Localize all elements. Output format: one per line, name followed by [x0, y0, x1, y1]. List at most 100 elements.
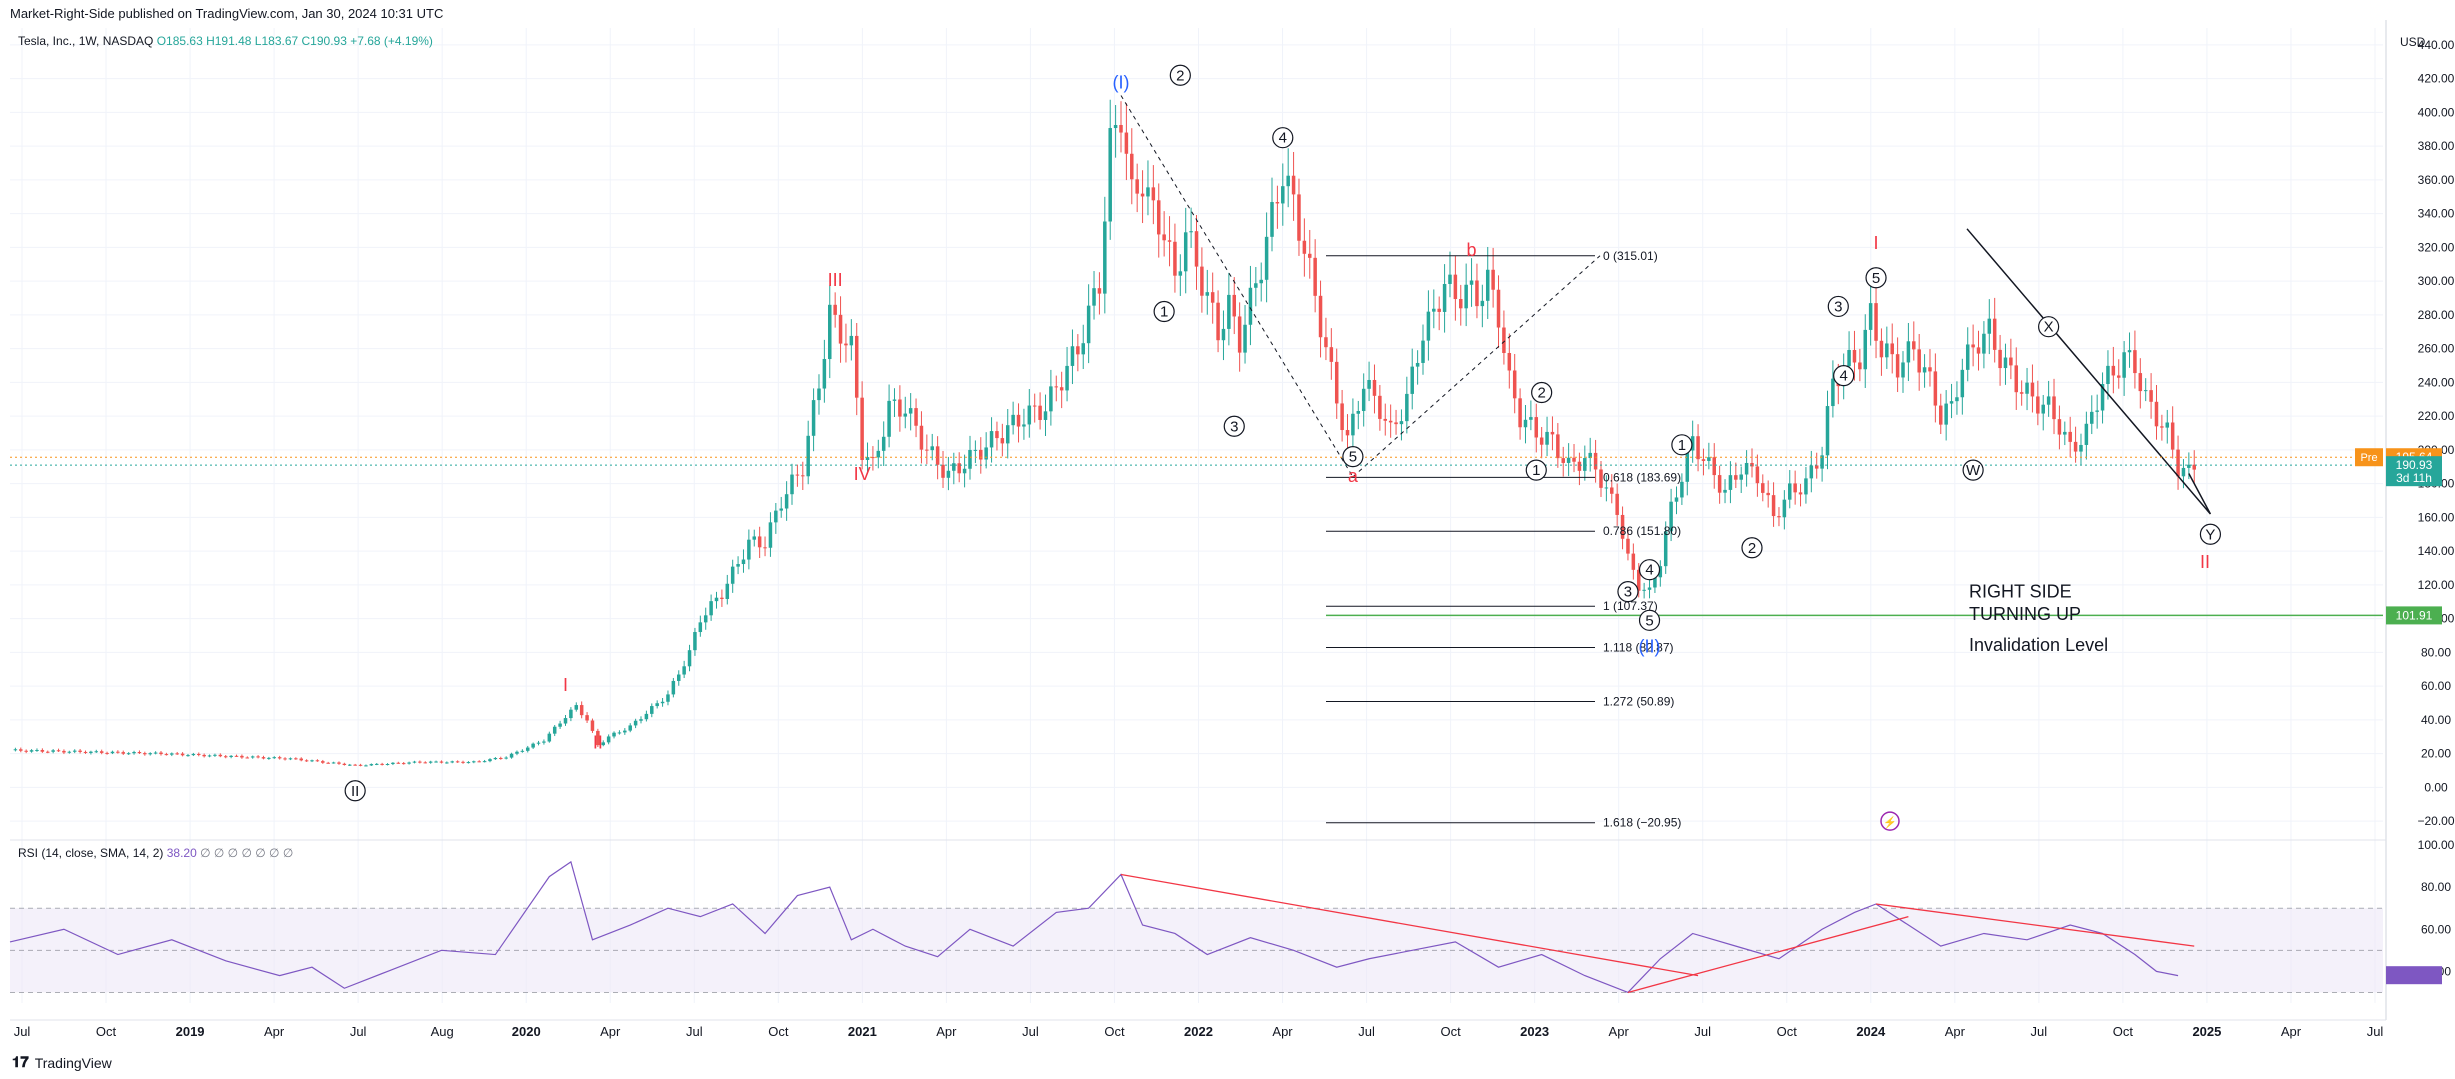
candle-body	[170, 753, 174, 755]
time-tick-label: 2020	[512, 1024, 541, 1039]
candle-body	[1928, 367, 1932, 372]
candle-body	[1016, 414, 1021, 427]
candle-body	[1281, 186, 1285, 204]
candle-body	[439, 761, 444, 763]
candle-body	[1464, 284, 1468, 309]
time-tick-label: 2021	[848, 1024, 877, 1039]
candle-body	[250, 756, 255, 758]
price-badge-tag-label: Pre	[2360, 452, 2377, 464]
candle-body	[1081, 343, 1085, 355]
candle-body	[558, 723, 562, 727]
candle-body	[321, 761, 325, 763]
candle-body	[1982, 333, 1986, 354]
candle-body	[1194, 231, 1199, 267]
candle-body	[1879, 340, 1884, 358]
time-tick-label: Apr	[264, 1024, 285, 1039]
candle-body	[1820, 455, 1824, 469]
candle-body	[62, 750, 66, 753]
candle-body	[24, 750, 28, 752]
candle-body	[2111, 365, 2116, 376]
candle-body	[644, 713, 649, 720]
candle-body	[779, 508, 783, 511]
candle-body	[1885, 343, 1889, 358]
candle-body	[1755, 466, 1760, 484]
candle-body	[240, 755, 244, 758]
time-tick-label: Apr	[1945, 1024, 1966, 1039]
candle-body	[299, 758, 303, 761]
candle-body	[1744, 462, 1749, 475]
candle-body	[1227, 294, 1231, 329]
candle-body	[1545, 431, 1549, 445]
wave-label: 4	[1645, 562, 1653, 579]
candle-body	[596, 730, 600, 746]
time-tick-label: Apr	[600, 1024, 621, 1039]
candle-body	[2063, 431, 2067, 435]
candle-body	[261, 757, 266, 759]
candle-body	[1658, 566, 1663, 578]
candle-body	[2100, 384, 2105, 411]
candle-body	[876, 450, 881, 458]
candle-body	[1901, 362, 1905, 378]
candle-body	[811, 400, 816, 436]
candle-body	[1086, 305, 1091, 344]
candle-body	[1049, 386, 1053, 412]
candle-body	[995, 431, 999, 439]
time-tick-label: Oct	[1777, 1024, 1798, 1039]
candle-body	[1917, 349, 1921, 373]
candle-body	[1216, 302, 1220, 341]
candle-body	[1868, 303, 1873, 330]
time-tick-label: Jul	[1694, 1024, 1711, 1039]
candle-body	[1604, 487, 1609, 489]
wave-label: 4	[1840, 368, 1848, 385]
price-badge-value: 190.93	[2396, 458, 2433, 472]
candle-body	[1076, 346, 1080, 355]
candle-body	[617, 732, 622, 734]
candle-body	[763, 547, 767, 549]
candle-body	[1847, 349, 1851, 367]
candle-body	[1539, 437, 1544, 445]
candle-body	[1459, 299, 1463, 309]
candle-body	[2046, 396, 2051, 405]
price-badge	[2386, 456, 2442, 487]
candle-body	[2170, 422, 2175, 450]
candle-body	[493, 757, 498, 760]
wave-label-circle	[1525, 459, 1547, 481]
candle-body	[1761, 483, 1765, 493]
price-badge-tag	[2355, 448, 2383, 467]
wave-label-circle	[2038, 316, 2060, 338]
candle-body	[671, 680, 676, 695]
candle-body	[660, 701, 665, 704]
candle-body	[1599, 469, 1603, 488]
candle-body	[1361, 388, 1366, 412]
price-tick-label: 320.00	[2418, 240, 2455, 254]
wave-label: 2	[1748, 540, 1756, 557]
candle-body	[1512, 370, 1517, 399]
candle-body	[1173, 241, 1177, 276]
candle-body	[326, 762, 330, 764]
annotation-turning-up: TURNING UP	[1969, 604, 2081, 624]
rsi-divergence-line	[1875, 903, 2195, 947]
candle-body	[2176, 449, 2180, 477]
candle-body	[1189, 231, 1193, 233]
candle-body	[1777, 516, 1781, 518]
candle-body	[720, 597, 724, 599]
candle-body	[1496, 289, 1501, 328]
candle-body	[2106, 365, 2110, 385]
candle-body	[1696, 436, 1700, 460]
candle-body	[757, 536, 762, 548]
candle-body	[822, 359, 827, 389]
wave-label-circle	[1272, 127, 1294, 149]
candle-body	[1798, 492, 1803, 495]
candle-body	[1804, 478, 1808, 495]
event-flash-icon	[1880, 811, 1900, 831]
candle-body	[1308, 253, 1312, 258]
candle-body	[2160, 426, 2164, 428]
wave-label: I	[563, 675, 568, 695]
candle-body	[348, 764, 352, 766]
candle-body	[1130, 153, 1134, 180]
candle-body	[1259, 279, 1263, 284]
candle-body	[693, 632, 697, 651]
candle-body	[1793, 483, 1797, 493]
candle-body	[623, 730, 627, 733]
time-tick-label: Oct	[2113, 1024, 2134, 1039]
